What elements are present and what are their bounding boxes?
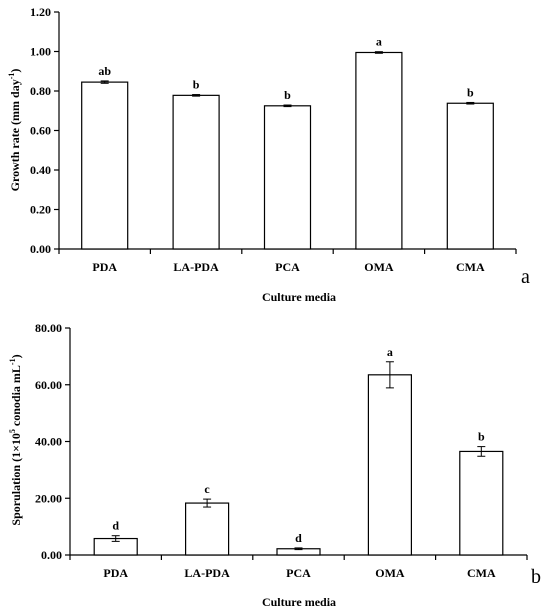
chart-panel-b: 0.00 20.00 40.00 60.00 80.00 d PDA c LA-PDA d PCA a… bbox=[8, 321, 541, 609]
chart-a-category-label: LA-PDA bbox=[173, 260, 219, 274]
chart-a-y-axis-title: Growth rate (mm day-1) bbox=[7, 69, 22, 192]
chart-b-y-axis-title: Sporulation (1×105 conodia mL-1) bbox=[8, 354, 23, 525]
chart-a-y-tick-label: 0.60 bbox=[30, 124, 51, 138]
chart-a-y-tick-label: 1.20 bbox=[30, 5, 51, 19]
chart-a-bar-oma bbox=[355, 51, 403, 250]
chart-b-category-label: OMA bbox=[375, 566, 405, 580]
chart-a-significance-label: a bbox=[376, 35, 382, 49]
chart-b-significance-label: c bbox=[204, 482, 210, 496]
chart-a-bar-pca bbox=[263, 105, 312, 250]
chart-b-category-label: PDA bbox=[103, 566, 128, 580]
chart-panel-a: 0.000.200.400.600.801.001.20abPDAbLA-PDA… bbox=[7, 5, 530, 304]
chart-a-y-tick-label: 0.40 bbox=[30, 163, 51, 177]
chart-b-category-label: LA-PDA bbox=[184, 566, 230, 580]
chart-b-y-tick-label: 80.00 bbox=[35, 321, 62, 335]
chart-a-significance-label: b bbox=[284, 88, 291, 102]
chart-b-marks: 0.00 20.00 40.00 60.00 80.00 d PDA c LA-PDA d PCA a… bbox=[35, 321, 528, 580]
chart-a-y-tick-label: 0.20 bbox=[30, 203, 51, 217]
panel-label-a: a bbox=[521, 266, 530, 288]
chart-a-y-tick-label: 0.00 bbox=[30, 242, 51, 256]
chart-a-category-label: PCA bbox=[275, 260, 300, 274]
chart-b-category-label: CMA bbox=[467, 566, 496, 580]
chart-a-bar-cma bbox=[446, 102, 494, 250]
chart-b-bar-la-pda bbox=[185, 502, 230, 556]
chart-a-category-label: CMA bbox=[456, 260, 485, 274]
chart-a-marks: 0.000.200.400.600.801.001.20abPDAbLA-PDA… bbox=[30, 5, 517, 274]
chart-a-bar-la-pda bbox=[172, 94, 220, 250]
chart-a-significance-label: b bbox=[193, 78, 200, 92]
chart-b-significance-label: d bbox=[295, 531, 302, 545]
chart-b-significance-label: d bbox=[112, 519, 119, 533]
chart-a-y-tick-label: 1.00 bbox=[30, 45, 51, 59]
chart-b-significance-label: a bbox=[387, 345, 393, 359]
chart-b-x-axis-title: Culture media bbox=[262, 595, 336, 609]
chart-b-bar-oma bbox=[367, 374, 412, 556]
chart-b-y-tick-label: 40.00 bbox=[35, 435, 62, 449]
chart-a-category-label: OMA bbox=[364, 260, 394, 274]
chart-b-y-tick-label: 0.00 bbox=[41, 548, 62, 562]
chart-b-category-label: PCA bbox=[286, 566, 311, 580]
chart-a-x-axis-title: Culture media bbox=[262, 290, 336, 304]
chart-b-y-tick-label: 60.00 bbox=[35, 378, 62, 392]
chart-a-y-tick-label: 0.80 bbox=[30, 84, 51, 98]
chart-b-significance-label: b bbox=[478, 430, 485, 444]
chart-b-y-tick-label: 20.00 bbox=[35, 491, 62, 505]
chart-a-category-label: PDA bbox=[92, 260, 117, 274]
chart-a-significance-label: ab bbox=[98, 64, 111, 78]
chart-a-bar-pda bbox=[81, 81, 129, 250]
panel-label-b: b bbox=[531, 566, 541, 588]
chart-b-bar-cma bbox=[459, 450, 504, 556]
chart-a-significance-label: b bbox=[467, 85, 474, 99]
